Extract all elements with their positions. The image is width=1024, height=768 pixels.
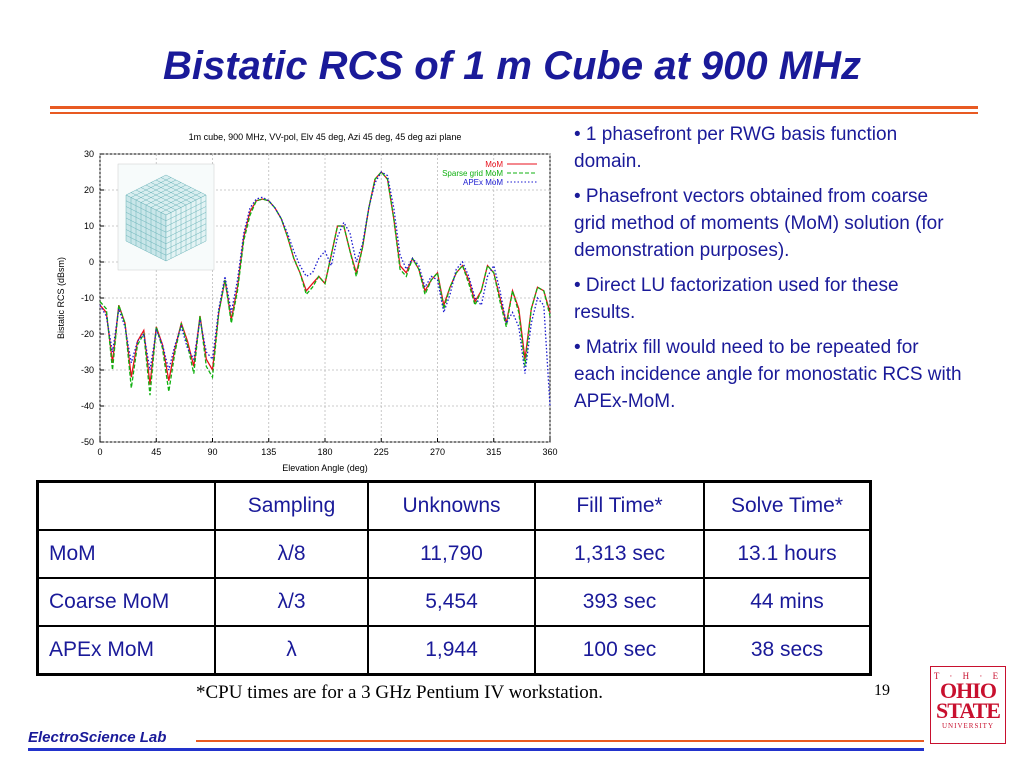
slide-title: Bistatic RCS of 1 m Cube at 900 MHz [163, 44, 861, 88]
x-tick-label: 45 [151, 447, 161, 457]
chart-axes: 0 45 90 135 180 225 270 315 360 -50 -40 -30 -20 -10 0 1… [56, 132, 558, 473]
footer-divider-orange [196, 740, 924, 742]
table-cell: 100 sec [534, 625, 705, 676]
table-header-cell: Fill Time* [534, 480, 705, 531]
table-cell: 1,313 sec [534, 529, 705, 579]
series-line-2 [99, 171, 551, 407]
timing-table: Sampling Unknowns Fill Time* Solve Time*… [36, 480, 872, 676]
bullet-item: • 1 phasefront per RWG basis function do… [574, 124, 898, 172]
rcs-chart: 0 45 90 135 180 225 270 315 360 -50 -40 -30 -20 -10 0 1… [56, 132, 558, 473]
x-tick-label: 315 [486, 447, 501, 457]
chart-title: 1m cube, 900 MHz, VV-pol, Elv 45 deg, Az… [189, 132, 462, 142]
logo-text: UNIVERSITY [942, 722, 994, 730]
mesh-line [165, 223, 207, 244]
legend-label: MoM [485, 160, 503, 169]
table-cell: 11,790 [367, 529, 536, 579]
table-cell: MoM [36, 529, 216, 579]
y-tick-label: -30 [81, 365, 94, 375]
title-divider-bottom [50, 112, 978, 114]
mesh-line [150, 187, 192, 208]
x-tick-label: 180 [317, 447, 332, 457]
table-cell: 44 mins [703, 577, 872, 627]
mesh-line [125, 229, 167, 250]
mesh-line [125, 223, 167, 244]
title-divider-top [50, 106, 978, 109]
logo-text: T · H · E [933, 671, 1003, 681]
table-row: MoM λ/8 11,790 1,313 sec 13.1 hours [36, 529, 872, 579]
y-tick-label: -40 [81, 401, 94, 411]
table-header-cell [36, 480, 216, 531]
bullet-item: • Direct LU factorization used for these… [574, 275, 899, 323]
table-cell: λ/3 [214, 577, 369, 627]
table-cell: Coarse MoM [36, 577, 216, 627]
mesh-line [125, 217, 167, 239]
chart-series [99, 171, 551, 407]
lab-name: ElectroScience Lab [28, 729, 167, 746]
legend-label: APEx MoM [463, 178, 503, 187]
series-line-1 [99, 171, 551, 396]
table-header-cell: Solve Time* [703, 480, 872, 531]
table-cell: 1,944 [367, 625, 536, 676]
y-tick-label: 30 [84, 149, 94, 159]
bullet-item: • Phasefront vectors obtained from coars… [574, 186, 944, 261]
logo-text: STATE [936, 698, 1001, 723]
table-cell: 5,454 [367, 577, 536, 627]
table-cell: 38 secs [703, 625, 872, 676]
mesh-line [155, 189, 197, 211]
mesh-line [165, 235, 207, 256]
cube-mesh-inset [117, 163, 215, 271]
mesh-line [125, 235, 167, 256]
mesh-line [165, 229, 207, 250]
table-cell: 393 sec [534, 577, 705, 627]
mesh-line [130, 192, 172, 213]
y-tick-label: 20 [84, 185, 94, 195]
x-tick-label: 225 [374, 447, 389, 457]
x-axis-label: Elevation Angle (deg) [282, 463, 368, 473]
y-tick-label: -10 [81, 293, 94, 303]
logo-text: OHIO [940, 678, 997, 703]
table-cell: 13.1 hours [703, 529, 872, 579]
x-tick-label: 90 [207, 447, 217, 457]
mesh-line [165, 217, 207, 239]
mesh-line [160, 192, 202, 213]
table-header-cell: Sampling [214, 480, 369, 531]
table-row: APEx MoM λ 1,944 100 sec 38 secs [36, 625, 872, 676]
timing-table-wrapper: Sampling Unknowns Fill Time* Solve Time*… [36, 480, 872, 676]
x-tick-label: 360 [542, 447, 557, 457]
y-tick-label: 0 [89, 257, 94, 267]
bullet-item: • Matrix fill would need to be repeated … [574, 337, 962, 412]
footer-divider-blue [28, 748, 924, 751]
mesh-line [145, 184, 187, 206]
table-cell: λ [214, 625, 369, 676]
x-tick-label: 0 [97, 447, 102, 457]
table-header-row: Sampling Unknowns Fill Time* Solve Time* [36, 480, 872, 531]
mesh-line [140, 187, 182, 208]
table-cell: APEx MoM [36, 625, 216, 676]
cpu-footnote: *CPU times are for a 3 GHz Pentium IV wo… [196, 682, 604, 703]
page-number: 19 [874, 682, 890, 699]
y-axis-label: Bistatic RCS (dBsm) [56, 257, 66, 339]
x-tick-label: 270 [430, 447, 445, 457]
mesh-line [135, 189, 177, 211]
x-tick-label: 135 [261, 447, 276, 457]
legend-label: Sparse grid MoM [442, 169, 503, 178]
bullet-list: • 1 phasefront per RWG basis function do… [574, 121, 964, 423]
y-tick-label: -50 [81, 437, 94, 447]
cube-mesh [125, 174, 207, 262]
y-tick-label: 10 [84, 221, 94, 231]
y-tick-label: -20 [81, 329, 94, 339]
table-row: Coarse MoM λ/3 5,454 393 sec 44 mins [36, 577, 872, 627]
table-header-cell: Unknowns [367, 480, 536, 531]
university-logo: T · H · E OHIO STATE UNIVERSITY [930, 666, 1006, 744]
table-cell: λ/8 [214, 529, 369, 579]
